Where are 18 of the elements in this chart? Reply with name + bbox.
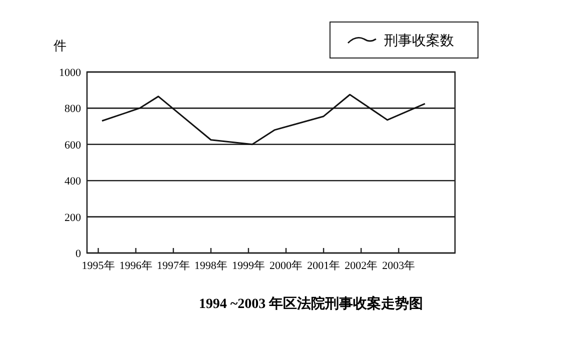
y-tick-label: 400 <box>64 176 82 188</box>
x-tick-label: 1995年 <box>82 260 115 272</box>
x-tick-label: 2003年 <box>382 260 416 272</box>
y-tick-label: 1000 <box>59 67 82 79</box>
y-tick-label: 600 <box>64 139 82 152</box>
x-tick-label: 1997年 <box>156 260 190 272</box>
y-tick-label: 800 <box>64 103 82 116</box>
y-tick-label: 0 <box>76 248 82 260</box>
y-axis-title: 件 <box>54 38 66 53</box>
text: 1994 ~2003 年区法院刑事收案走势图 <box>198 295 424 312</box>
x-tick-label: 2001年 <box>307 260 340 272</box>
x-tick-label: 1998年 <box>194 260 228 272</box>
y-tick-label: 200 <box>64 212 82 224</box>
x-tick-label: 2002年 <box>344 260 378 272</box>
legend-label: 刑事收案数 <box>384 32 454 49</box>
x-tick-label: 2000年 <box>270 260 303 272</box>
x-tick-label: 1996年 <box>119 260 152 272</box>
x-tick-label: 1999年 <box>232 260 265 272</box>
